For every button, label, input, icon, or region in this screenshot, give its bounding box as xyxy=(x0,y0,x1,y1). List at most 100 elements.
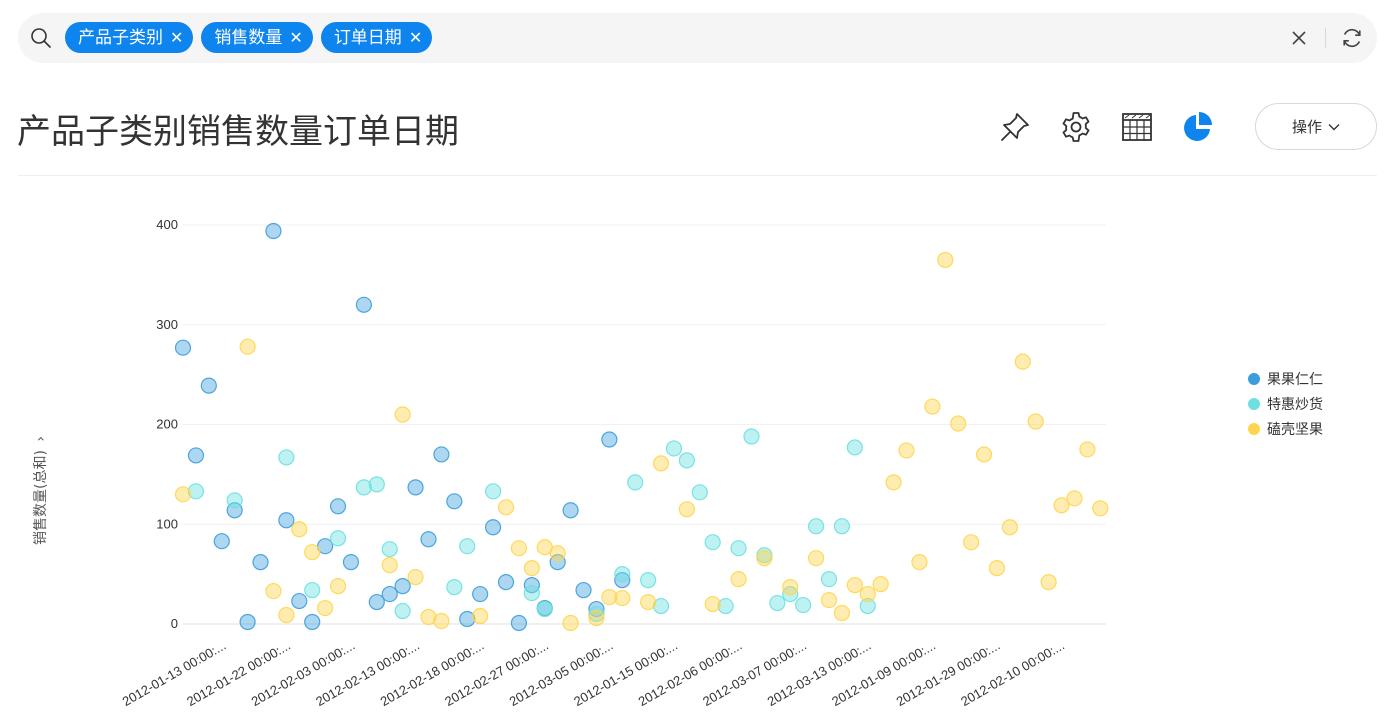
legend-item-series-2[interactable]: 特惠炒货 xyxy=(1248,391,1323,416)
data-point xyxy=(756,550,773,567)
data-point xyxy=(859,585,876,603)
x-tick-label: 2012-03-05 00:00:... xyxy=(507,638,616,710)
data-point xyxy=(859,597,876,615)
data-point xyxy=(704,534,721,551)
data-point xyxy=(329,498,347,515)
x-tick-label: 2012-02-13 00:00:... xyxy=(313,638,422,710)
data-point xyxy=(678,452,695,469)
data-point xyxy=(652,597,670,615)
data-point xyxy=(433,612,450,630)
data-point xyxy=(782,578,799,596)
data-point xyxy=(239,613,256,631)
y-tick-label: 200 xyxy=(156,417,178,432)
data-point xyxy=(640,572,657,589)
data-point xyxy=(678,501,695,518)
data-point xyxy=(833,604,851,622)
data-point xyxy=(924,398,941,415)
data-point xyxy=(575,581,592,599)
data-point xyxy=(562,614,579,632)
data-point xyxy=(394,406,411,423)
data-point xyxy=(885,474,902,491)
data-point xyxy=(588,600,605,618)
data-point xyxy=(278,606,295,624)
data-point xyxy=(846,576,863,594)
data-point xyxy=(239,338,256,355)
x-tick-label: 2012-02-27 00:00:... xyxy=(442,638,551,710)
data-point xyxy=(1053,497,1070,514)
x-tick-label: 2012-02-18 00:00:... xyxy=(378,638,487,710)
search-icon[interactable] xyxy=(30,27,52,49)
data-point xyxy=(329,577,347,595)
data-point xyxy=(407,479,424,496)
data-point xyxy=(950,415,967,432)
operations-button[interactable]: 操作 xyxy=(1255,103,1377,150)
close-icon[interactable]: ✕ xyxy=(170,28,184,47)
x-tick-label: 2012-01-29 00:00:... xyxy=(894,638,1003,710)
data-point xyxy=(381,585,398,603)
page-title: 产品子类别销售数量订单日期 xyxy=(17,112,459,152)
data-point xyxy=(213,533,230,550)
legend-item-series-3[interactable]: 磕壳坚果 xyxy=(1248,416,1323,441)
data-point xyxy=(1014,353,1031,370)
gear-icon[interactable] xyxy=(1059,110,1093,144)
filter-chip-order-date[interactable]: 订单日期 ✕ xyxy=(320,22,433,53)
data-point xyxy=(846,439,863,456)
table-icon[interactable] xyxy=(1120,110,1154,144)
data-point xyxy=(937,251,954,269)
data-point xyxy=(355,479,372,496)
data-point xyxy=(730,571,747,588)
data-point xyxy=(497,574,515,591)
x-tick-label: 2012-02-03 00:00:... xyxy=(249,638,358,710)
close-icon[interactable]: ✕ xyxy=(289,28,303,47)
data-point xyxy=(304,581,321,599)
filter-chip-subcategory[interactable]: 产品子类别 ✕ xyxy=(65,22,194,53)
data-point xyxy=(975,446,993,463)
data-point xyxy=(536,600,553,618)
data-point xyxy=(459,538,476,555)
data-point xyxy=(407,569,424,586)
data-point xyxy=(1027,413,1044,430)
pie-chart-icon[interactable] xyxy=(1181,110,1215,144)
legend-item-series-1[interactable]: 果果仁仁 xyxy=(1248,366,1323,391)
data-point xyxy=(523,560,540,577)
data-point xyxy=(549,554,566,571)
data-point xyxy=(743,428,760,445)
data-point xyxy=(187,483,205,500)
data-point xyxy=(394,577,411,595)
refresh-icon[interactable] xyxy=(1340,26,1364,50)
data-point xyxy=(549,545,566,562)
x-tick-label: 2012-03-07 00:00:... xyxy=(700,638,809,710)
legend-label: 磕壳坚果 xyxy=(1267,421,1323,438)
data-point xyxy=(562,502,579,519)
data-point xyxy=(174,339,192,356)
data-point xyxy=(433,446,450,463)
clear-icon[interactable] xyxy=(1290,29,1308,47)
close-icon[interactable]: ✕ xyxy=(408,28,423,47)
data-point xyxy=(691,484,708,501)
data-point xyxy=(523,584,540,602)
data-point xyxy=(329,530,347,547)
operations-label: 操作 xyxy=(1291,118,1322,136)
data-point xyxy=(381,541,398,558)
data-point xyxy=(614,589,631,607)
data-point xyxy=(820,591,838,609)
data-point xyxy=(420,531,437,548)
legend-label: 特惠炒货 xyxy=(1267,396,1323,413)
legend-dot xyxy=(1248,372,1260,385)
filter-chip-quantity[interactable]: 销售数量 ✕ xyxy=(201,22,313,53)
pin-icon[interactable] xyxy=(998,110,1032,144)
data-point xyxy=(484,483,502,500)
data-point xyxy=(820,571,838,588)
data-point xyxy=(226,492,243,509)
data-point xyxy=(627,474,644,491)
data-point xyxy=(898,442,915,459)
data-point xyxy=(420,608,437,626)
data-point xyxy=(807,518,825,535)
chevron-down-icon xyxy=(1328,123,1340,130)
data-point xyxy=(588,605,605,623)
data-point xyxy=(304,544,321,561)
filter-bar: 产品子类别 ✕ 销售数量 ✕ 订单日期 ✕ xyxy=(18,13,1377,63)
x-tick-label: 2012-02-10 00:00:... xyxy=(958,638,1067,710)
data-point xyxy=(1040,574,1057,591)
